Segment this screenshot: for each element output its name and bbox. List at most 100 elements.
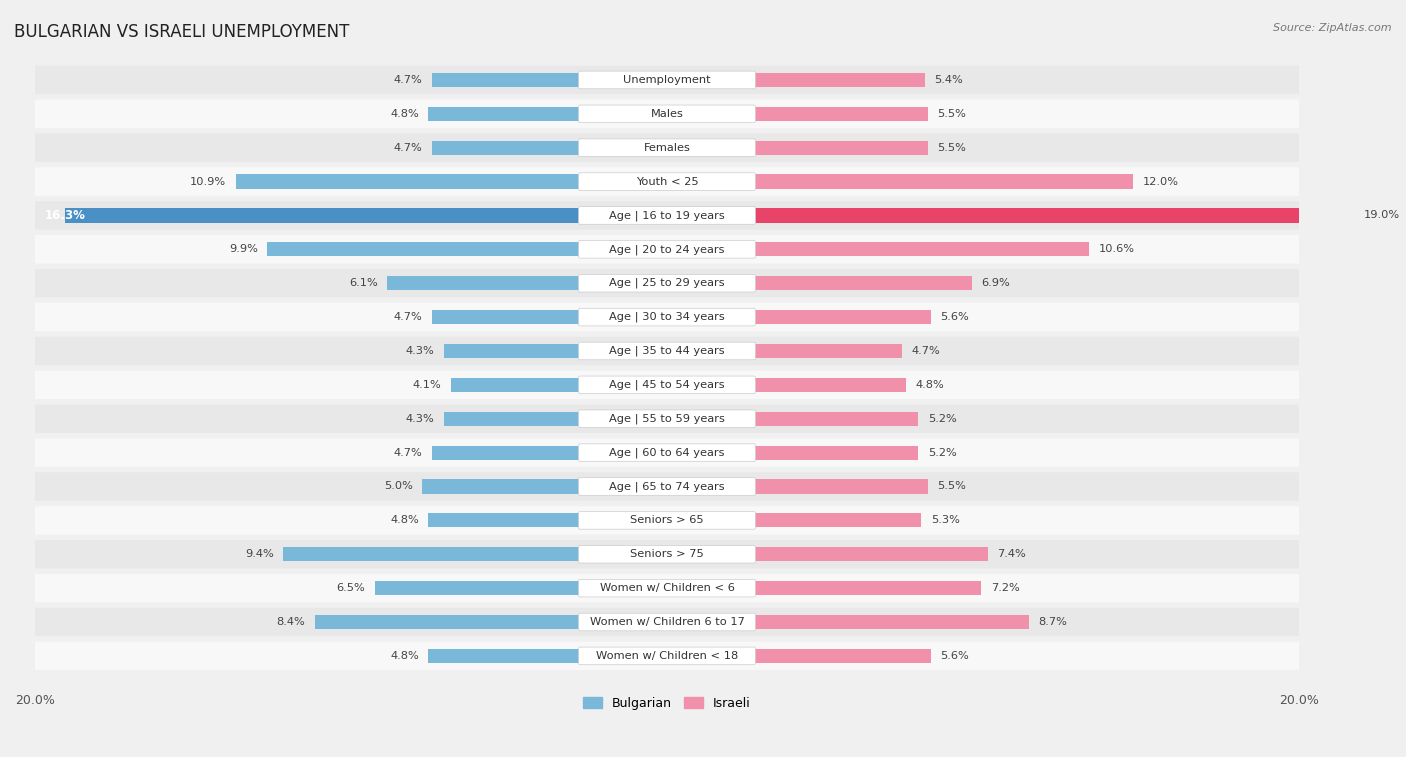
Text: 16.3%: 16.3% [45,209,86,222]
Text: 4.7%: 4.7% [394,143,422,153]
Bar [754,412,918,426]
Bar [754,310,931,324]
Text: 7.4%: 7.4% [997,550,1026,559]
Text: Age | 25 to 29 years: Age | 25 to 29 years [609,278,725,288]
Text: 4.1%: 4.1% [412,380,441,390]
FancyBboxPatch shape [578,275,755,292]
Legend: Bulgarian, Israeli: Bulgarian, Israeli [578,692,756,715]
Text: Age | 35 to 44 years: Age | 35 to 44 years [609,346,725,357]
FancyBboxPatch shape [578,139,755,157]
Bar [754,615,1029,629]
Text: 5.2%: 5.2% [928,447,956,458]
Text: 19.0%: 19.0% [1364,210,1400,220]
Bar [267,242,581,257]
Text: Age | 55 to 59 years: Age | 55 to 59 years [609,413,725,424]
FancyBboxPatch shape [578,308,755,326]
Text: BULGARIAN VS ISRAELI UNEMPLOYMENT: BULGARIAN VS ISRAELI UNEMPLOYMENT [14,23,350,41]
Text: 5.2%: 5.2% [928,414,956,424]
FancyBboxPatch shape [34,404,1299,433]
FancyBboxPatch shape [578,647,755,665]
FancyBboxPatch shape [34,472,1299,500]
FancyBboxPatch shape [578,444,755,462]
Text: Youth < 25: Youth < 25 [636,176,699,186]
Bar [754,73,925,87]
Text: 5.6%: 5.6% [941,651,969,661]
Text: Age | 20 to 24 years: Age | 20 to 24 years [609,244,724,254]
Text: 10.6%: 10.6% [1098,245,1135,254]
FancyBboxPatch shape [34,269,1299,298]
FancyBboxPatch shape [34,642,1299,670]
Bar [754,242,1088,257]
Text: 6.5%: 6.5% [336,583,366,593]
Bar [754,479,928,494]
Text: Age | 16 to 19 years: Age | 16 to 19 years [609,210,725,221]
FancyBboxPatch shape [578,613,755,631]
Text: 5.0%: 5.0% [384,481,412,491]
FancyBboxPatch shape [578,173,755,191]
Text: Women w/ Children < 6: Women w/ Children < 6 [599,583,734,593]
Text: Women w/ Children < 18: Women w/ Children < 18 [596,651,738,661]
Bar [429,107,581,121]
FancyBboxPatch shape [578,241,755,258]
Text: Unemployment: Unemployment [623,75,711,85]
FancyBboxPatch shape [578,546,755,563]
Text: Females: Females [644,143,690,153]
Text: 4.8%: 4.8% [389,651,419,661]
Bar [429,649,581,663]
Text: 5.5%: 5.5% [938,481,966,491]
FancyBboxPatch shape [578,207,755,224]
FancyBboxPatch shape [578,478,755,495]
Text: 4.7%: 4.7% [394,75,422,85]
Text: 5.6%: 5.6% [941,312,969,322]
Bar [754,208,1354,223]
FancyBboxPatch shape [578,71,755,89]
Text: 8.4%: 8.4% [277,617,305,627]
FancyBboxPatch shape [34,100,1299,128]
Text: Age | 30 to 34 years: Age | 30 to 34 years [609,312,725,322]
Bar [283,547,581,562]
Text: 8.7%: 8.7% [1038,617,1067,627]
Text: 5.3%: 5.3% [931,516,960,525]
FancyBboxPatch shape [578,512,755,529]
Text: 4.8%: 4.8% [915,380,943,390]
Text: 4.8%: 4.8% [389,516,419,525]
Bar [754,107,928,121]
Bar [754,581,981,595]
FancyBboxPatch shape [578,410,755,428]
Bar [432,73,581,87]
Text: Age | 45 to 54 years: Age | 45 to 54 years [609,379,725,390]
Text: 4.3%: 4.3% [406,414,434,424]
Bar [65,208,581,223]
Bar [450,378,581,392]
FancyBboxPatch shape [578,376,755,394]
Text: 4.7%: 4.7% [394,312,422,322]
FancyBboxPatch shape [578,342,755,360]
FancyBboxPatch shape [34,540,1299,569]
Bar [754,649,931,663]
Bar [387,276,581,291]
FancyBboxPatch shape [34,574,1299,603]
Text: Age | 65 to 74 years: Age | 65 to 74 years [609,481,725,492]
Bar [374,581,581,595]
FancyBboxPatch shape [578,579,755,597]
FancyBboxPatch shape [34,201,1299,229]
Text: Seniors > 75: Seniors > 75 [630,550,704,559]
FancyBboxPatch shape [34,608,1299,636]
Bar [236,174,581,188]
Text: 9.4%: 9.4% [245,550,274,559]
Bar [754,141,928,155]
FancyBboxPatch shape [34,337,1299,365]
Bar [432,141,581,155]
Bar [432,446,581,459]
Text: 5.5%: 5.5% [938,109,966,119]
Bar [754,547,988,562]
Bar [444,344,581,358]
Bar [754,446,918,459]
Text: 5.4%: 5.4% [934,75,963,85]
Bar [754,344,903,358]
Text: 12.0%: 12.0% [1143,176,1178,186]
Text: Source: ZipAtlas.com: Source: ZipAtlas.com [1274,23,1392,33]
Text: 6.9%: 6.9% [981,279,1010,288]
FancyBboxPatch shape [34,303,1299,332]
Bar [432,310,581,324]
